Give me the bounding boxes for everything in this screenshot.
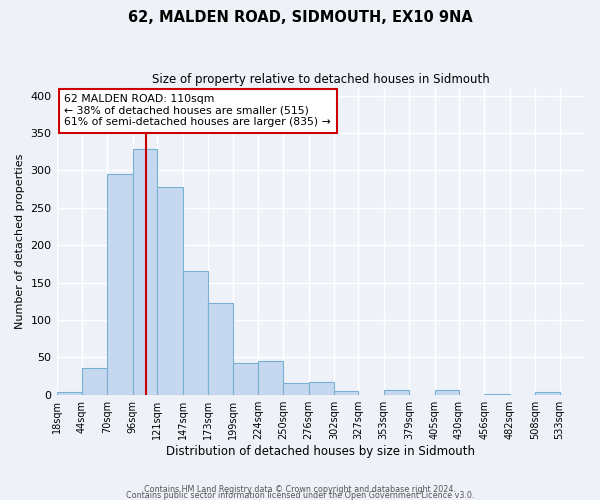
Bar (82, 368, 107, 394)
Bar (133, 150, 157, 394)
Bar (384, 390, 409, 394)
Text: Contains public sector information licensed under the Open Government Licence v3: Contains public sector information licen… (126, 490, 474, 500)
Bar (334, 391, 358, 394)
Bar (308, 382, 334, 394)
Y-axis label: Number of detached properties: Number of detached properties (15, 154, 25, 329)
Title: Size of property relative to detached houses in Sidmouth: Size of property relative to detached ho… (152, 72, 490, 86)
Bar (434, 390, 459, 394)
Bar (56, 392, 82, 394)
Bar (258, 361, 283, 394)
Bar (107, 174, 133, 394)
Bar (182, 272, 208, 394)
Bar (157, 187, 182, 394)
Bar (233, 364, 258, 394)
X-axis label: Distribution of detached houses by size in Sidmouth: Distribution of detached houses by size … (166, 444, 475, 458)
Text: Contains HM Land Registry data © Crown copyright and database right 2024.: Contains HM Land Registry data © Crown c… (144, 484, 456, 494)
Text: 62 MALDEN ROAD: 110sqm
← 38% of detached houses are smaller (515)
61% of semi-de: 62 MALDEN ROAD: 110sqm ← 38% of detached… (64, 94, 331, 128)
Text: 62, MALDEN ROAD, SIDMOUTH, EX10 9NA: 62, MALDEN ROAD, SIDMOUTH, EX10 9NA (128, 10, 472, 25)
Bar (208, 304, 233, 394)
Bar (283, 382, 308, 394)
Bar (535, 392, 560, 394)
